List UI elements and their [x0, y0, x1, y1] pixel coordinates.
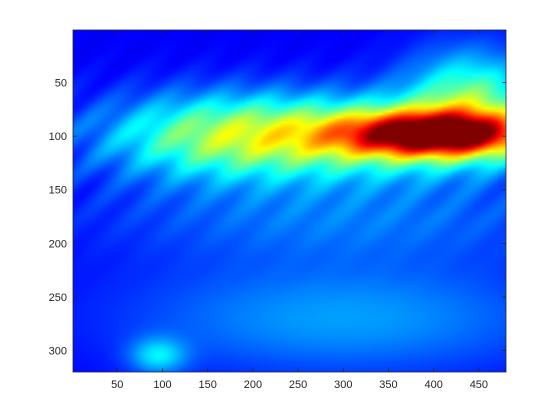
x-axis: 50 100 150 200 250 300 350 400 450 — [111, 30, 488, 391]
x-tick-label: 200 — [244, 379, 262, 391]
axes-box — [72, 29, 507, 373]
y-tick-label: 150 — [49, 185, 67, 197]
x-tick-label: 250 — [289, 379, 307, 391]
x-tick-label: 100 — [153, 379, 171, 391]
heatmap-image — [73, 30, 506, 372]
y-axis: 50 100 150 200 250 300 — [49, 78, 506, 358]
y-tick-label: 300 — [49, 346, 67, 358]
y-tick-label: 250 — [49, 292, 67, 304]
x-tick-label: 400 — [425, 379, 443, 391]
x-tick-label: 50 — [111, 379, 123, 391]
y-tick-label: 200 — [49, 238, 67, 250]
x-tick-label: 350 — [379, 379, 397, 391]
y-tick-label: 50 — [55, 78, 67, 90]
x-tick-label: 300 — [334, 379, 352, 391]
x-tick-label: 450 — [470, 379, 488, 391]
y-tick-label: 100 — [49, 131, 67, 143]
plot-area — [73, 30, 506, 372]
x-tick-label: 150 — [199, 379, 217, 391]
